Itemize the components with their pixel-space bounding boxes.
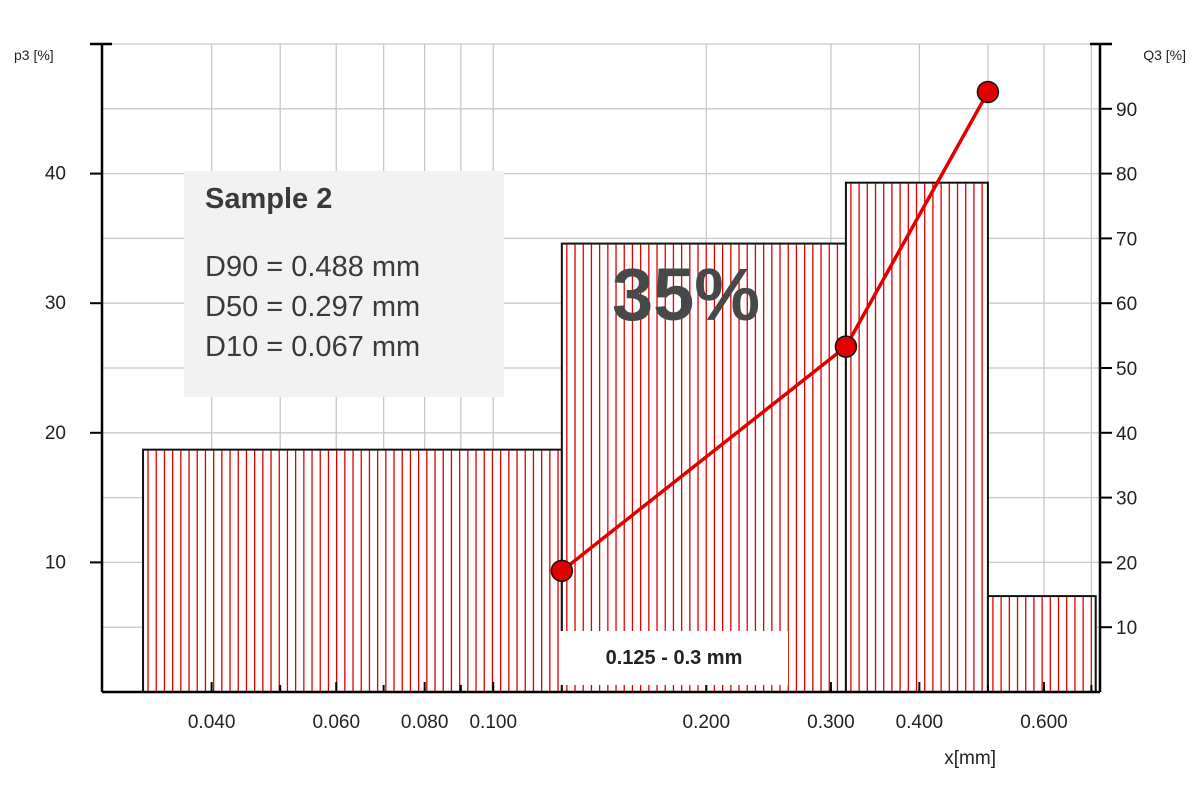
right-tick-label: 90 [1116,100,1137,121]
right-tick-label: 30 [1116,489,1137,510]
bar-hatch [992,597,1092,692]
x-tick-label: 0.040 [188,712,236,733]
cumulative-point [834,335,858,358]
right-tick-label: 70 [1116,229,1137,250]
sample-info-box: Sample 2 D90 = 0.488 mm D50 = 0.297 mm D… [184,171,504,397]
right-tick-label: 10 [1116,618,1137,639]
bar-hatch [850,183,983,692]
x-tick-label: 0.200 [683,712,731,733]
highlight-percent: 35% [612,253,761,336]
x-tick-label: 0.300 [807,712,855,733]
x-tick-label: 0.080 [401,712,449,733]
d50-value: D50 = 0.297 mm [205,291,421,323]
right-tick-label: 60 [1116,294,1137,315]
x-axis-label: x[mm] [944,748,996,769]
cumulative-line [550,80,1000,583]
right-axis-label: Q3 [%] [1143,47,1186,63]
axes [90,42,1112,694]
d90-value: D90 = 0.488 mm [205,251,421,283]
bar-hatch [147,450,559,692]
sample-title: Sample 2 [205,183,333,215]
cumulative-point [550,559,574,583]
highlight-range-label: 0.125 - 0.3 mm [560,631,788,685]
left-tick-label: 10 [45,552,66,573]
right-tick-label: 80 [1116,165,1137,186]
right-tick-label: 20 [1116,553,1137,574]
x-tick-label: 0.600 [1020,712,1068,733]
bar-hatch [566,244,839,692]
cumulative-point [976,80,1000,104]
left-tick-label: 20 [45,423,66,444]
right-tick-label: 50 [1116,359,1137,380]
left-tick-label: 30 [45,293,66,314]
tick-labels: 10 20 30 40 10 20 30 40 50 60 70 80 90 0.040 0.060 0.08… [14,47,1186,769]
d10-value: D10 = 0.067 mm [205,331,421,363]
bar-background [561,243,846,693]
x-tick-label: 0.400 [896,712,944,733]
left-axis-label: p3 [%] [14,47,54,63]
left-tick-label: 40 [45,164,66,185]
x-tick-label: 0.060 [312,712,360,733]
x-tick-label: 0.100 [469,712,517,733]
right-tick-label: 40 [1116,424,1137,445]
